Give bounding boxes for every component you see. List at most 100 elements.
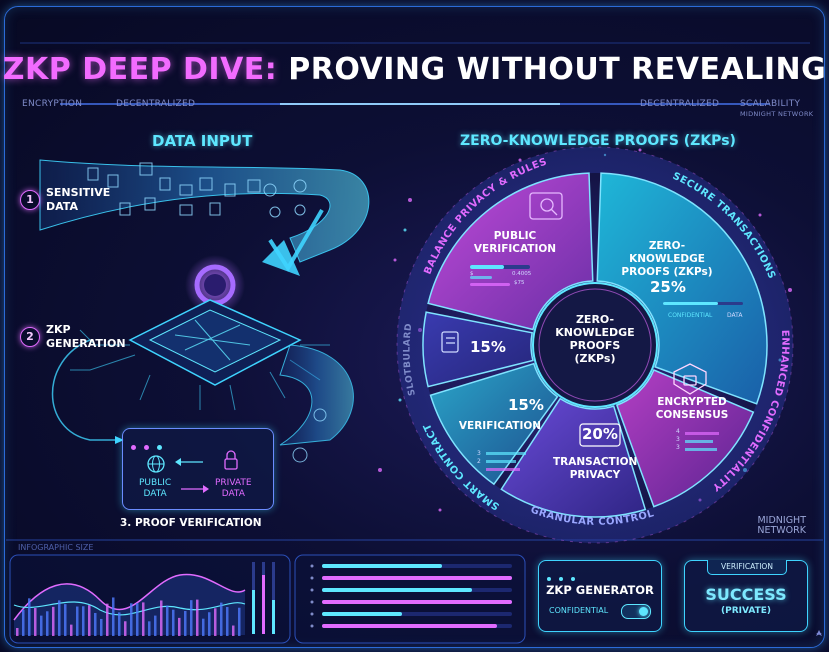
decor-bar	[106, 603, 109, 636]
decor-bar	[214, 608, 217, 636]
center-line3: PROOFS	[569, 339, 621, 352]
decor-bar	[190, 600, 193, 636]
segment-transaction-label: TRANSACTION PRIVACY	[553, 456, 637, 482]
decor-bar	[220, 602, 223, 636]
tx-line1: TRANSACTION	[553, 456, 638, 468]
segment-zkp-pct: 25%	[650, 278, 686, 296]
verification-sub: (PRIVATE)	[720, 606, 771, 616]
zkp-heading: ZERO-KNOWLEDGE PROOFS (ZKPs)	[460, 133, 736, 149]
hbar-fill	[322, 624, 497, 628]
brand-label: MIDNIGHT NETWORK	[746, 516, 806, 536]
zkp-line2: PROOFS (ZKPs)	[621, 266, 713, 278]
segment-transaction-pct: 20%	[582, 425, 618, 443]
center-label: ZERO- KNOWLEDGE PROOFS (ZKPs)	[553, 313, 637, 365]
decor-bar	[160, 600, 163, 636]
step-2-label: ZKP GENERATION	[46, 323, 126, 351]
decor-bar	[112, 597, 115, 636]
ver-tick-1: 3	[477, 450, 481, 457]
public-line1: PUBLIC	[139, 478, 172, 488]
pv-line1: PUBLIC	[493, 230, 537, 242]
tag-scalability: SCALABILITY	[740, 99, 801, 109]
decor-bar	[58, 600, 61, 636]
enc-line1: ENCRYPTED	[657, 396, 727, 408]
tag-decentralized-left: DECENTRALIZED	[116, 99, 196, 109]
private-data-label: PRIVATE DATA	[215, 478, 252, 500]
enc-tick-3: 3	[676, 444, 680, 451]
ver-tick-2: 2	[477, 458, 481, 465]
decor-bar	[16, 628, 19, 636]
decor-bar	[88, 605, 91, 636]
center-line1: ZERO-	[575, 313, 615, 326]
tag-encryption: ENCRYPTION	[22, 99, 83, 109]
step-1-badge: 1	[20, 190, 40, 210]
decor-bar	[52, 606, 55, 636]
generator-toggle-label: CONFIDENTIAL	[549, 606, 609, 615]
zkp-line1: ZERO-KNOWLEDGE	[629, 240, 705, 265]
public-line2: DATA	[143, 489, 167, 499]
segment-verification-pct: 15%	[508, 396, 544, 414]
brand-line2: NETWORK	[757, 525, 806, 536]
decor-bar	[46, 611, 49, 636]
decor-bar	[82, 606, 85, 636]
step-2-line2: GENERATION	[46, 337, 126, 350]
decor-bar	[64, 604, 67, 636]
pv-stat2: $75	[514, 280, 525, 286]
verification-status-panel: VERIFICATION SUCCESS (PRIVATE)	[684, 560, 808, 632]
window-dots	[131, 435, 163, 454]
segment-transaction	[500, 397, 647, 518]
decor-bar	[148, 621, 151, 636]
brand-line1: MIDNIGHT	[757, 515, 806, 526]
center-line4: (ZKPs)	[574, 352, 616, 365]
decor-bar	[70, 624, 73, 636]
step-2-badge: 2	[20, 327, 40, 347]
decor-bar	[100, 618, 103, 636]
private-line1: PRIVATE	[215, 478, 252, 488]
data-input-heading: DATA INPUT	[152, 132, 253, 150]
segment-zkp	[596, 172, 768, 405]
decor-bar	[172, 609, 175, 636]
confidential-toggle[interactable]	[621, 604, 651, 619]
decor-bar	[22, 609, 25, 636]
tag-midnight: MIDNIGHT NETWORK	[740, 110, 814, 118]
decor-bar	[76, 606, 79, 636]
enc-tick-1: 4	[676, 428, 680, 435]
verification-icons	[147, 450, 238, 493]
decor-bar	[178, 617, 181, 636]
outer-frame	[4, 6, 825, 648]
segment-encrypted-label: ENCRYPTED CONSENSUS	[650, 396, 734, 422]
ver-ticks: 3 2	[477, 450, 481, 466]
decor-bar	[142, 602, 145, 636]
decor-bar	[226, 606, 229, 636]
decor-bar	[196, 599, 199, 636]
decor-bar	[118, 612, 121, 636]
hbar-fill	[322, 564, 442, 568]
zkp-generator-panel: ZKP GENERATOR CONFIDENTIAL	[538, 560, 662, 632]
private-line2: DATA	[221, 489, 245, 499]
decor-bar	[208, 612, 211, 636]
toggle-knob	[639, 607, 648, 616]
decor-bar	[166, 605, 169, 636]
proof-verification-caption: 3. PROOF VERIFICATION	[120, 517, 262, 529]
step-1-line2: DATA	[46, 200, 78, 213]
enc-ticks: 4 3 3	[676, 428, 680, 452]
decor-bar	[154, 615, 157, 636]
center-line2: KNOWLEDGE	[555, 326, 635, 339]
segment-public-verification	[427, 172, 594, 331]
segment-doc	[422, 311, 534, 388]
segment-encrypted	[615, 369, 755, 508]
segment-public-verification-label: PUBLIC VERIFICATION	[470, 230, 560, 256]
decor-bar	[28, 598, 31, 636]
verification-tab: VERIFICATION	[707, 560, 787, 575]
hbar-fill	[322, 576, 512, 580]
gen-window-dots	[547, 566, 576, 585]
decor-bar	[184, 610, 187, 636]
decor-bar	[136, 603, 139, 636]
decor-bar	[202, 618, 205, 636]
step-1-label: SENSITIVE DATA	[46, 186, 110, 214]
segment-verification-label: VERIFICATION	[458, 420, 542, 432]
